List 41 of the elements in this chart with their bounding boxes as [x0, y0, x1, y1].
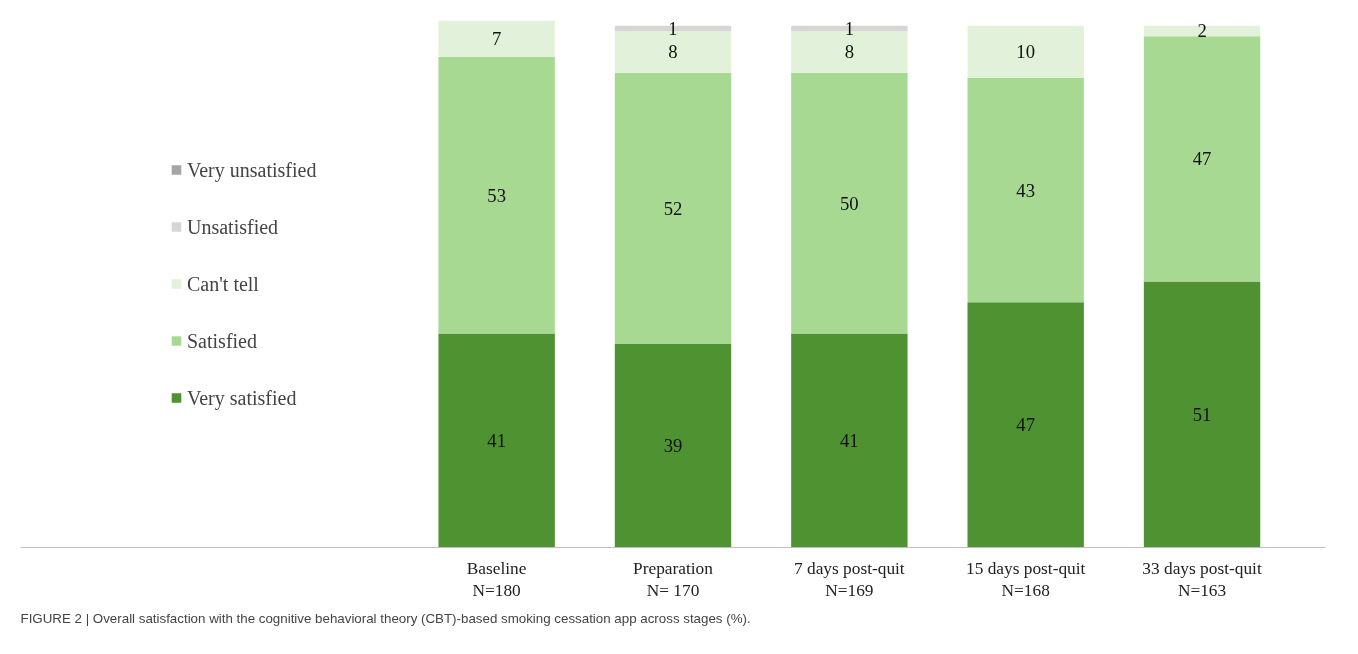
data-label: 1 — [668, 17, 678, 39]
bar — [438, 333, 555, 548]
data-label: 51 — [1192, 403, 1212, 425]
bar — [438, 20, 555, 58]
legend-label: Very satisfied — [187, 386, 297, 409]
legend-label: Can't tell — [187, 272, 259, 295]
data-label: 1 — [844, 17, 855, 39]
bar — [791, 72, 908, 334]
x-tick-label: 7 days post-quit N=169 — [794, 558, 905, 601]
data-label: 8 — [668, 41, 678, 63]
bar — [614, 344, 732, 548]
legend-label: Unsatisfied — [187, 215, 279, 238]
bar — [614, 72, 732, 344]
data-label: 47 — [1016, 414, 1036, 436]
caption: FIGURE 2 | Overall satisfaction with the cognitive behavioral theory (CBT)-based smoking cessation app across stages (%). — [20, 610, 751, 626]
x-tick-label: 33 days post-quit N=163 — [1142, 558, 1262, 601]
x-tick-label: Baseline N=180 — [466, 558, 527, 601]
x-tick-label: 15 days post-quit N=168 — [966, 558, 1086, 601]
bar — [1143, 36, 1261, 282]
data-label: 43 — [1016, 179, 1036, 201]
data-label: 39 — [663, 435, 683, 457]
data-label: 52 — [663, 197, 683, 219]
bar — [967, 25, 1084, 78]
data-label: 41 — [487, 430, 506, 452]
data-label: 2 — [1197, 20, 1207, 42]
data-label: 10 — [1016, 41, 1036, 63]
data-label: 47 — [1192, 148, 1212, 170]
bar — [791, 333, 908, 548]
bar — [438, 57, 555, 334]
bar — [1143, 281, 1261, 548]
data-label: 7 — [491, 28, 502, 50]
legend-label: Very unsatisfied — [187, 158, 317, 181]
data-label: 50 — [840, 192, 859, 214]
legend-label: Satisfied — [187, 329, 257, 352]
data-label: 41 — [840, 430, 859, 452]
bar — [1143, 25, 1261, 37]
data-label: 8 — [844, 41, 855, 63]
bar — [967, 77, 1084, 303]
x-tick-label: Preparation N= 170 — [633, 558, 714, 601]
data-label: 53 — [487, 184, 506, 206]
bar — [967, 302, 1084, 548]
